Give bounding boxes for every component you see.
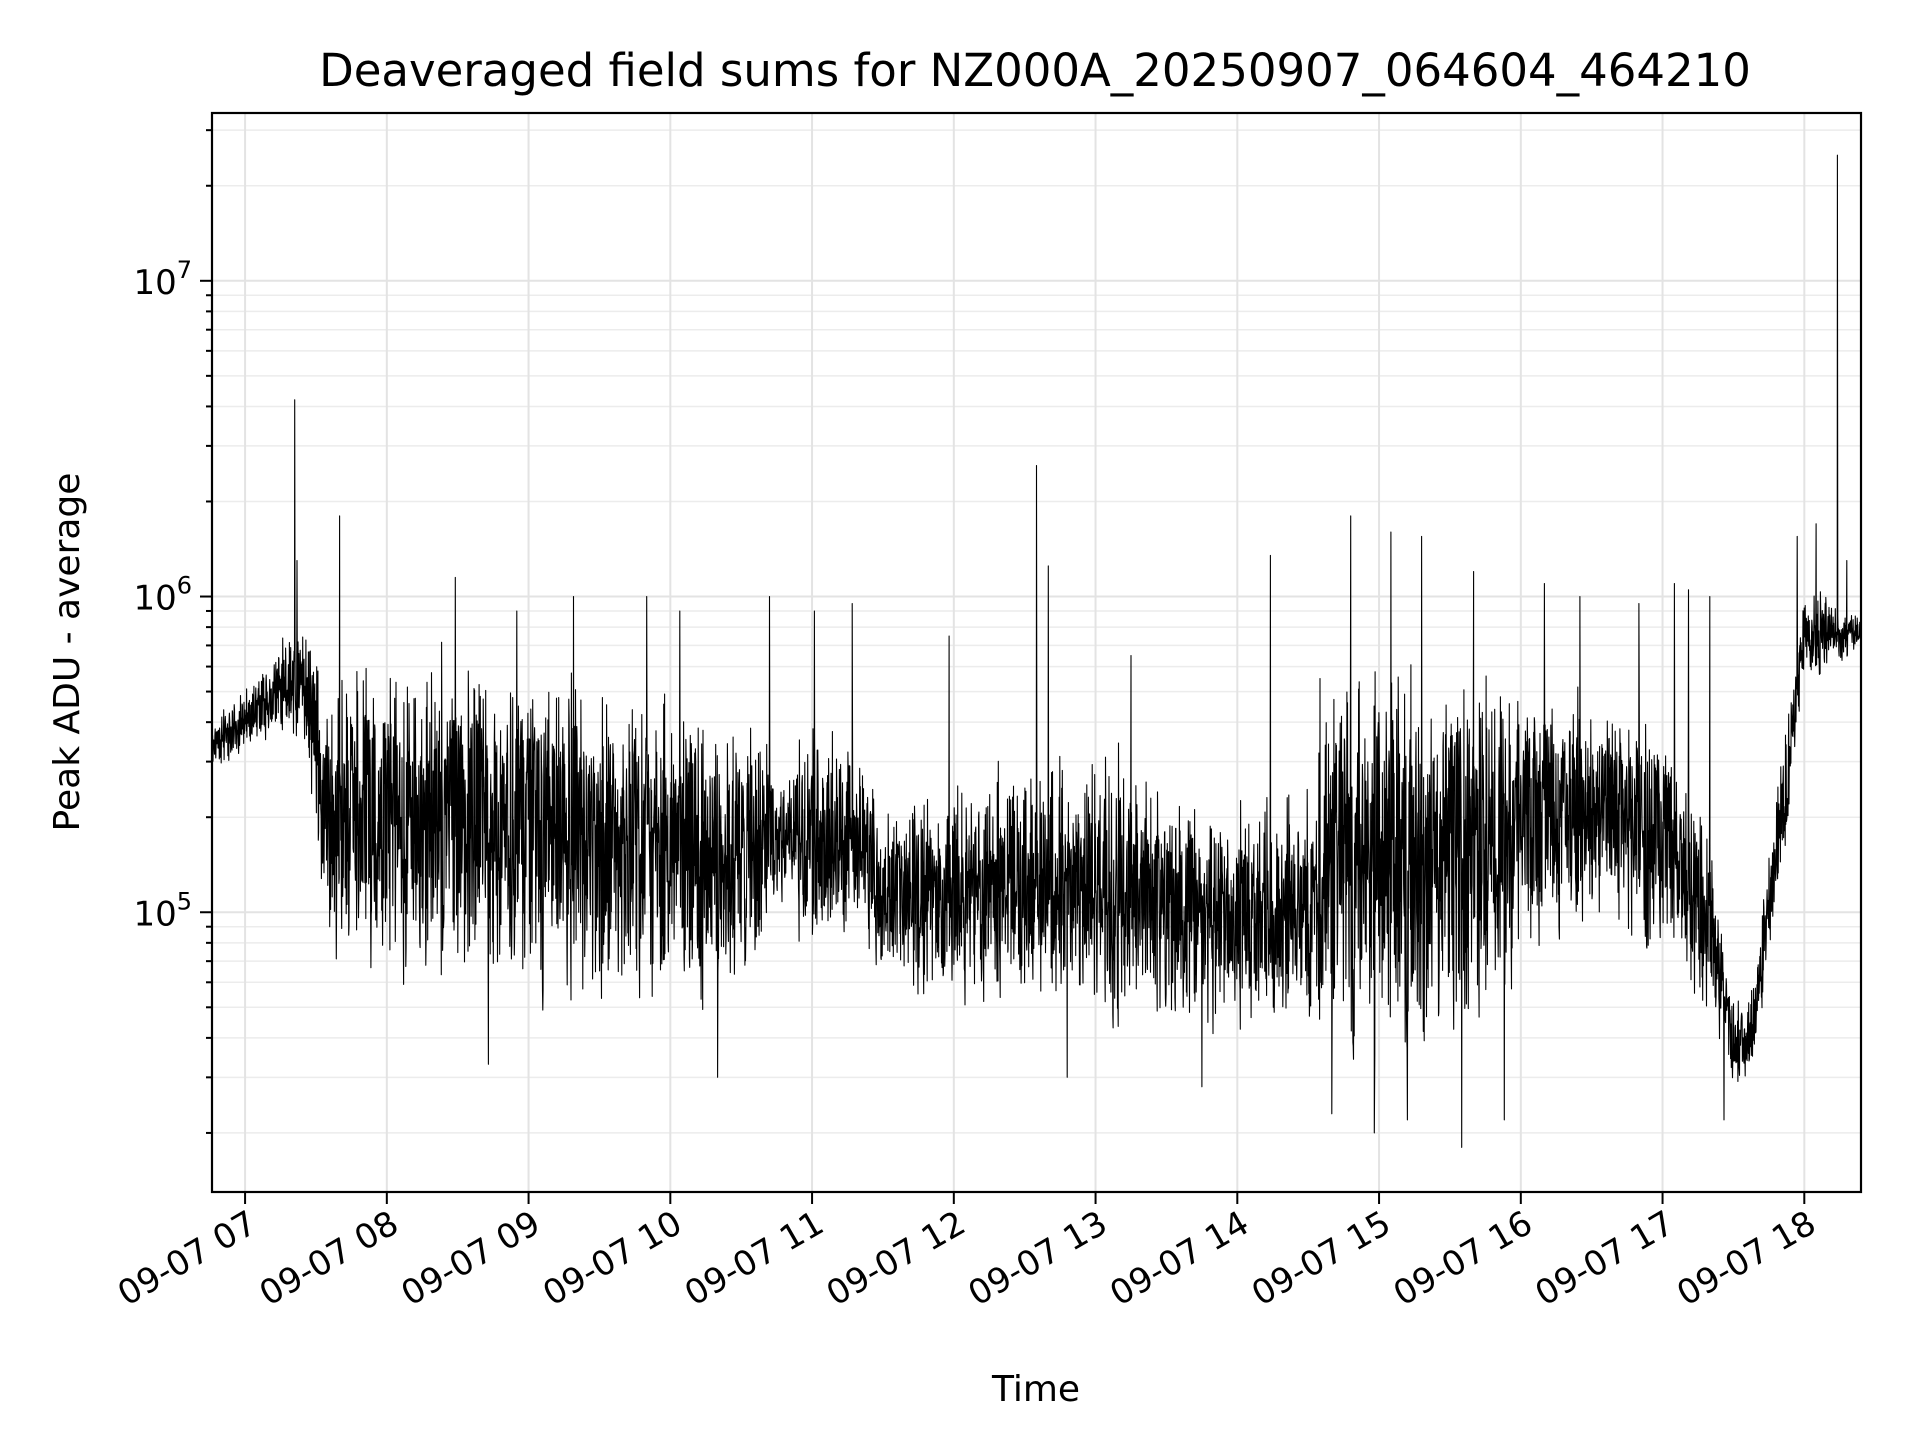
y-tick-label: 107: [133, 256, 192, 303]
y-tick-label: 105: [133, 887, 192, 934]
y-axis-label: Peak ADU - average: [47, 473, 88, 832]
plot-frame: [210, 111, 1863, 1194]
x-axis-label: Time: [991, 1369, 1080, 1410]
series-layer: [211, 154, 1862, 1148]
y-tick-label: 106: [133, 572, 192, 619]
series-line: [211, 154, 1862, 1148]
chart-title: Deaveraged field sums for NZ000A_2025090…: [319, 44, 1751, 97]
